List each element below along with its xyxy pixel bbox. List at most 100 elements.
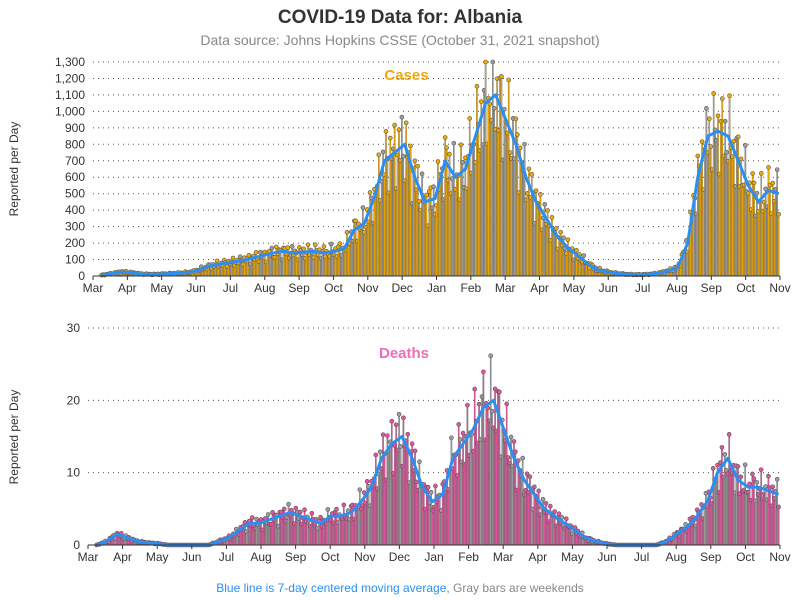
cases-bar-marker (513, 116, 519, 122)
cases-ytick-label: 600 (65, 170, 85, 184)
cases-xtick-label: Dec (391, 281, 412, 295)
deaths-bar (472, 450, 475, 546)
deaths-bar (249, 525, 252, 546)
deaths-bar (484, 439, 486, 546)
deaths-bar-marker (536, 488, 541, 494)
cases-bar-marker (289, 244, 295, 249)
cases-bar-marker (549, 215, 555, 220)
deaths-bar-marker (293, 505, 299, 511)
cases-bar (438, 189, 441, 277)
cases-bar (718, 173, 721, 277)
deaths-bar (693, 519, 696, 546)
deaths-bar (455, 454, 457, 546)
deaths-bar-marker (334, 506, 339, 512)
cases-ylabel: Reported per Day (7, 122, 21, 217)
cases-bar-marker (214, 258, 220, 264)
cases-bar-marker (708, 144, 714, 149)
deaths-bar (375, 454, 377, 546)
deaths-bar (354, 505, 357, 546)
cases-bar (759, 201, 761, 277)
deaths-bar-marker (766, 473, 771, 479)
deaths-bar (440, 510, 443, 546)
cases-bar (307, 244, 309, 277)
cases-bar (510, 158, 513, 277)
cases-bar (285, 253, 288, 277)
deaths-bar (536, 498, 538, 546)
cases-bar (766, 206, 768, 277)
deaths-bar (488, 420, 491, 546)
deaths-bar-marker (414, 479, 419, 485)
deaths-bar (434, 485, 437, 546)
cases-bar (513, 158, 516, 277)
deaths-xtick-label: Jul (634, 550, 649, 564)
deaths-bar (521, 457, 524, 546)
deaths-bar-marker (508, 434, 514, 440)
deaths-bar (340, 518, 342, 546)
deaths-bar (286, 517, 288, 546)
deaths-bar (481, 396, 483, 546)
cases-bar-marker (754, 190, 760, 196)
deaths-bar-marker (377, 449, 383, 455)
deaths-bar-marker (286, 501, 291, 507)
cases-bar (336, 256, 338, 277)
deaths-bar (750, 500, 752, 546)
cases-bar (363, 232, 366, 277)
deaths-bar-marker (505, 455, 511, 460)
deaths-bar-marker (548, 503, 553, 509)
deaths-bar (297, 518, 300, 546)
cases-bar-marker (230, 255, 236, 261)
cases-bar (323, 246, 325, 277)
deaths-bar (409, 451, 412, 546)
deaths-bar-marker (412, 448, 418, 454)
cases-bar (471, 144, 474, 277)
deaths-xtick-label: Aug (250, 550, 271, 564)
deaths-bar (254, 528, 256, 546)
deaths-bar (745, 492, 748, 546)
deaths-bar (313, 523, 316, 546)
deaths-bar (766, 499, 768, 546)
deaths-bar-marker (472, 386, 477, 392)
deaths-bar-marker (433, 483, 438, 489)
cases-bar (704, 149, 706, 277)
deaths-xtick-label: Dec (389, 550, 410, 564)
deaths-bar (450, 437, 453, 546)
deaths-bar-marker (750, 471, 755, 477)
cases-ytick-label: 500 (65, 187, 85, 201)
cases-bar (427, 225, 429, 277)
deaths-bar (357, 506, 360, 546)
cases-bar (408, 152, 410, 277)
cases-bar (728, 95, 731, 277)
deaths-bar (433, 506, 435, 546)
cases-bar-marker (451, 140, 457, 146)
cases-bar-marker (392, 122, 397, 128)
deaths-bar (302, 517, 304, 546)
cases-bar (376, 185, 379, 277)
cases-bar-marker (403, 120, 409, 126)
deaths-bar (327, 509, 329, 546)
deaths-bar (309, 525, 312, 546)
cases-bar-marker (412, 158, 418, 164)
cases-bar-marker (735, 134, 741, 140)
deaths-bar (728, 434, 730, 546)
deaths-bar (345, 518, 348, 546)
cases-bar (470, 172, 472, 277)
deaths-bar-marker (776, 504, 781, 510)
cases-bar (556, 248, 559, 277)
cases-bar-marker (724, 149, 729, 155)
deaths-bar (706, 506, 709, 546)
cases-bar (359, 229, 361, 277)
cases-bar-marker (538, 192, 543, 197)
cases-bar (320, 258, 322, 277)
deaths-bar (287, 504, 290, 546)
deaths-bar (399, 446, 402, 546)
cases-bar (711, 169, 713, 277)
deaths-bar (383, 453, 386, 546)
cases-bar (708, 118, 711, 277)
deaths-bar-marker (710, 466, 716, 471)
cases-bar (269, 255, 272, 277)
cases-bar (437, 161, 439, 277)
deaths-bar (734, 492, 736, 546)
deaths-bar (335, 509, 338, 546)
deaths-bar-marker (373, 452, 379, 458)
